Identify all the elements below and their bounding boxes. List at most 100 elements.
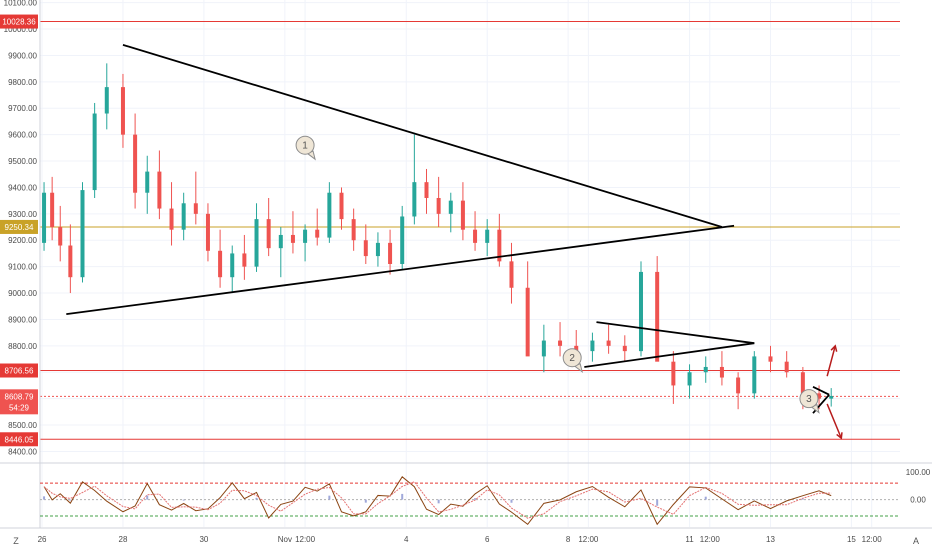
time-tick-label: 12:00 [578,535,599,544]
candle [145,171,150,193]
candle [80,190,85,278]
price-tick-label: 8800.00 [8,342,37,351]
oscillator-line-2 [43,481,832,519]
main-pane: 1 2 3 10100.00 10000.00 9900.00 9800.00 9700.0… [0,0,900,528]
time-tick-label: 28 [119,535,128,544]
annotation-number: 3 [806,394,812,405]
candle [448,200,453,214]
price-tick-label: 9500.00 [8,157,37,166]
candle [339,192,344,220]
level-label-box [0,363,38,378]
candle [719,366,724,378]
candle [218,250,223,278]
level-label-box [0,14,38,29]
candle [638,271,643,352]
time-tick-label: Nov [278,535,292,544]
arrow-head [836,432,843,440]
oscillator-pane: 100.00 0.00 [40,468,931,526]
candle [388,242,393,264]
candle [375,242,380,257]
candle [424,182,429,198]
annotation-bubble [562,348,582,368]
candle [497,229,502,262]
candle [752,356,757,394]
candle [800,372,805,394]
price-tick-label: 9900.00 [8,51,37,60]
candle [266,219,271,249]
annotation-number: 2 [569,353,575,364]
level-label-box [0,219,38,234]
time-tick-label: 12:00 [700,535,721,544]
candle [436,198,441,214]
price-tick-label: 9000.00 [8,289,37,298]
candle [120,87,125,135]
level-labels: 10028.36 9250.34 8706.56 8446.05 8608.79 54:2… [0,14,38,447]
candle [509,261,514,288]
candle [412,182,417,217]
candle [169,208,174,230]
time-axis: 26 28 30 Nov 12:00 4 6 8 12:00 11 12:00 13 15 12:00 [38,535,883,544]
arrows [826,344,843,440]
candle [42,192,47,243]
trend-line [122,44,723,228]
grid [40,0,900,527]
price-tick-label: 9100.00 [8,263,37,272]
price-tick-label: 8500.00 [8,421,37,430]
candle [290,234,295,243]
candle [829,396,834,399]
price-tick-label: 9600.00 [8,131,37,140]
price-tick-label: 10100.00 [4,0,38,8]
countdown-label: 54:29 [9,403,30,412]
candle [622,345,627,352]
candle [68,245,73,278]
time-tick-label: 15 [847,535,856,544]
time-tick-label: 6 [485,535,490,544]
time-tick-label: 12:00 [862,535,883,544]
annotation-bubble [295,135,315,155]
candle [315,229,320,238]
candle [351,219,356,241]
trend-line [66,224,735,316]
candle [485,229,490,243]
arrow-line [826,345,836,377]
annotation-bubble [799,389,819,409]
arrow-line [826,403,843,439]
trend-line [812,385,830,396]
level-label: 9250.34 [5,223,34,232]
trend-line [584,342,755,368]
candle [242,253,247,267]
time-tick-label: 13 [766,535,775,544]
current-price-box [0,389,38,415]
candle [92,113,97,191]
candle [400,216,405,264]
candle [157,171,162,209]
candle [687,372,692,386]
time-tick-label: 11 [685,535,694,544]
price-tick-label: 9800.00 [8,78,37,87]
oscillator-tick-label: 0.00 [910,496,926,505]
time-tick-label: 4 [404,535,409,544]
oscillator-axis: 100.00 0.00 [906,468,931,504]
price-tick-label: 8400.00 [8,447,37,456]
oscillator-lines [40,476,900,526]
candle [525,287,530,357]
oscillator-line-1 [43,476,832,526]
time-tick-label: 30 [199,535,208,544]
price-tick-label: 10000.00 [4,25,38,34]
time-tick-label: 8 [566,535,571,544]
candle [671,361,676,386]
trend-line [596,321,755,345]
candle [460,200,465,230]
candle [541,340,546,357]
corner-label-right[interactable]: A [913,536,919,546]
time-tick-label: 26 [38,535,47,544]
candle [473,229,478,243]
level-label: 8706.56 [5,367,34,376]
level-label: 8446.05 [5,435,34,444]
candle [558,340,563,346]
level-label: 10028.36 [2,18,36,27]
annotations: 1 2 3 [295,135,820,414]
corner-label-left[interactable]: Z [13,536,19,546]
time-tick-label: 12:00 [295,535,316,544]
